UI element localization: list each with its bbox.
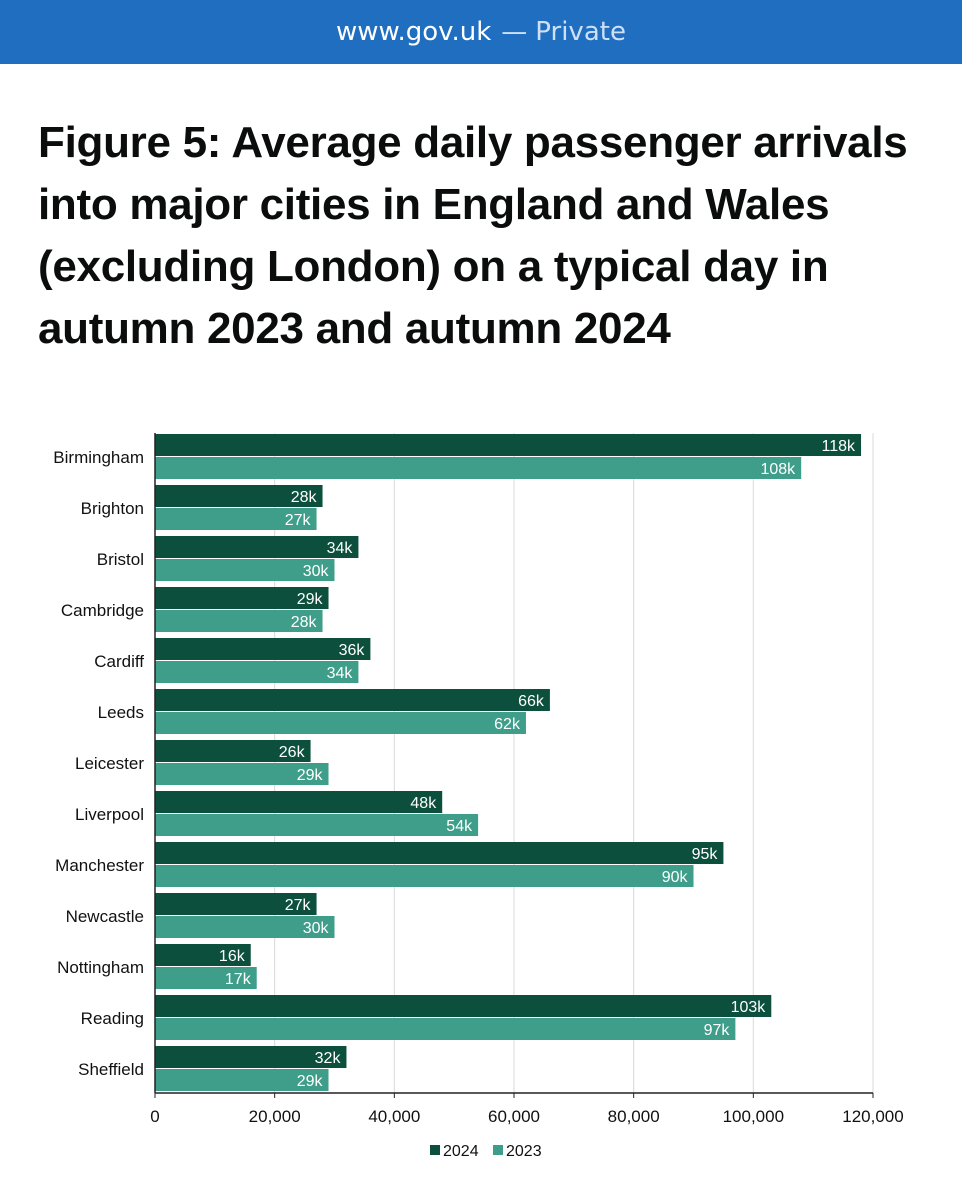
data-label: 54k — [446, 818, 473, 835]
figure-title: Figure 5: Average daily passenger arriva… — [38, 118, 908, 353]
category-label: Brighton — [81, 499, 144, 518]
data-label: 27k — [285, 897, 312, 914]
bar-2024-sheffield — [155, 1046, 347, 1068]
x-tick-label: 120,000 — [842, 1107, 903, 1126]
legend-label-2023: 2023 — [506, 1143, 542, 1160]
data-label: 90k — [662, 869, 689, 886]
data-label: 28k — [291, 489, 318, 506]
x-tick-label: 20,000 — [249, 1107, 301, 1126]
bar-2023-sheffield — [155, 1069, 329, 1091]
private-mode-label: Private — [535, 17, 626, 47]
data-label: 118k — [822, 438, 857, 455]
bar-2023-newcastle — [155, 916, 335, 938]
bar-2023-liverpool — [155, 814, 479, 836]
data-label: 30k — [303, 563, 330, 580]
url-domain: www.gov.uk — [336, 17, 492, 47]
bar-2024-leeds — [155, 689, 550, 711]
data-label: 108k — [760, 461, 796, 478]
bar-2024-cambridge — [155, 587, 329, 609]
data-label: 95k — [692, 846, 719, 863]
category-labels: Birmingham Brighton Bristol Cambridge Cardif… — [53, 448, 144, 1079]
browser-url-bar[interactable]: www.gov.uk — Private — [0, 0, 962, 64]
data-label: 27k — [285, 512, 312, 529]
category-label: Bristol — [97, 550, 144, 569]
bar-2024-cardiff — [155, 638, 371, 660]
bar-2024-reading — [155, 995, 772, 1017]
bar-2023-cardiff — [155, 661, 359, 683]
bar-2024-liverpool — [155, 791, 443, 813]
bar-2023-bristol — [155, 559, 335, 581]
data-label: 48k — [410, 795, 437, 812]
data-label: 29k — [297, 591, 324, 608]
category-label: Nottingham — [57, 958, 144, 977]
category-label: Manchester — [55, 856, 144, 875]
legend-swatch-2024 — [430, 1145, 440, 1155]
bar-2023-manchester — [155, 865, 694, 887]
data-label: 29k — [297, 1073, 324, 1090]
x-axis: 0 20,000 40,000 60,000 80,000 100,000 120,000 — [150, 433, 904, 1126]
bar-chart: 118k 108k 28k 27k 34k 30k 29k 28k 36k 34k 66k 62k 26… — [53, 433, 904, 1160]
data-label: 32k — [315, 1050, 342, 1067]
x-tick-label: 80,000 — [608, 1107, 660, 1126]
category-label: Sheffield — [78, 1060, 144, 1079]
category-label: Reading — [81, 1009, 144, 1028]
data-label: 34k — [327, 665, 354, 682]
bar-2023-cambridge — [155, 610, 323, 632]
x-tick-label: 40,000 — [368, 1107, 420, 1126]
category-label: Leicester — [75, 754, 144, 773]
bar-2024-manchester — [155, 842, 724, 864]
data-label: 103k — [731, 999, 767, 1016]
bar-2024-newcastle — [155, 893, 317, 915]
url-separator: — — [501, 17, 528, 47]
category-label: Cardiff — [94, 652, 144, 671]
data-label: 34k — [327, 540, 354, 557]
data-label: 62k — [494, 716, 521, 733]
x-tick-label: 0 — [150, 1107, 159, 1126]
x-tick-label: 100,000 — [723, 1107, 784, 1126]
bar-2023-leeds — [155, 712, 526, 734]
bar-2024-brighton — [155, 485, 323, 507]
category-label: Liverpool — [75, 805, 144, 824]
bar-2023-birmingham — [155, 457, 802, 479]
bar-2024-leicester — [155, 740, 311, 762]
legend-label-2024: 2024 — [443, 1143, 479, 1160]
bar-2023-reading — [155, 1018, 736, 1040]
data-label: 17k — [225, 971, 252, 988]
bar-2023-nottingham — [155, 967, 257, 989]
data-label: 26k — [279, 744, 306, 761]
bar-2024-bristol — [155, 536, 359, 558]
x-tick-label: 60,000 — [488, 1107, 540, 1126]
data-label: 97k — [704, 1022, 731, 1039]
bar-2024-nottingham — [155, 944, 251, 966]
category-label: Newcastle — [66, 907, 144, 926]
data-label: 28k — [291, 614, 318, 631]
data-label: 29k — [297, 767, 324, 784]
grid-lines — [274, 433, 874, 1093]
bar-2023-leicester — [155, 763, 329, 785]
legend: 2024 2023 — [430, 1143, 542, 1160]
data-label: 30k — [303, 920, 330, 937]
legend-swatch-2023 — [493, 1145, 503, 1155]
category-label: Leeds — [98, 703, 144, 722]
bars: 118k 108k 28k 27k 34k 30k 29k 28k 36k 34k 66k 62k 26… — [155, 434, 862, 1091]
bar-2024-birmingham — [155, 434, 862, 456]
data-label: 16k — [219, 948, 246, 965]
category-label: Birmingham — [53, 448, 144, 467]
data-label: 66k — [518, 693, 545, 710]
bar-2023-brighton — [155, 508, 317, 530]
data-label: 36k — [339, 642, 366, 659]
category-label: Cambridge — [61, 601, 144, 620]
